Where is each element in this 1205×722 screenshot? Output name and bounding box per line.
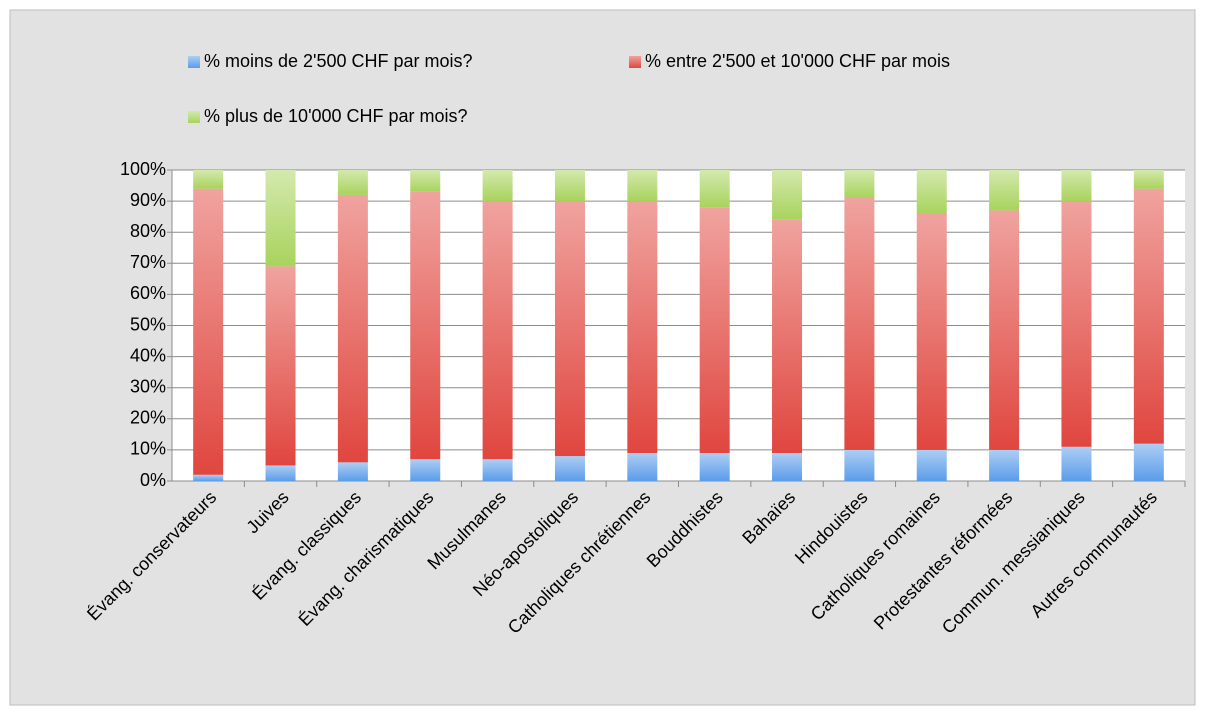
y-tick-label: 0%: [140, 470, 166, 490]
legend-label: % moins de 2'500 CHF par mois?: [204, 51, 473, 71]
bar-segment: [989, 170, 1020, 211]
y-tick-label: 50%: [130, 314, 166, 334]
y-tick-label: 90%: [130, 190, 166, 210]
y-tick-label: 30%: [130, 376, 166, 396]
bar-segment: [1061, 201, 1092, 447]
legend-swatch: [629, 56, 641, 68]
bar-segment: [1133, 443, 1164, 481]
bar-segment: [772, 219, 803, 454]
bar-segment: [989, 449, 1020, 481]
bar-segment: [1061, 446, 1092, 481]
bar-segment: [265, 170, 296, 267]
bar-segment: [410, 459, 441, 481]
y-tick-label: 40%: [130, 345, 166, 365]
bar-segment: [844, 170, 875, 198]
bar-segment: [627, 453, 658, 481]
bar-segment: [916, 213, 947, 450]
bar-segment: [699, 170, 730, 208]
bar-segment: [699, 207, 730, 454]
bar-segment: [410, 191, 441, 460]
bar-segment: [844, 197, 875, 450]
bar-segment: [1133, 170, 1164, 189]
y-tick-label: 10%: [130, 439, 166, 459]
bar-segment: [410, 170, 441, 192]
bar-segment: [772, 453, 803, 481]
bar-segment: [554, 170, 585, 202]
bar-segment: [989, 210, 1020, 450]
legend-swatch: [188, 111, 200, 123]
bar-segment: [193, 170, 224, 189]
bar-segment: [699, 453, 730, 481]
y-tick-label: 70%: [130, 252, 166, 272]
bar-segment: [193, 188, 224, 475]
legend-label: % plus de 10'000 CHF par mois?: [204, 106, 468, 126]
bar-segment: [337, 462, 368, 481]
bar-segment: [193, 474, 224, 481]
bar-segment: [265, 266, 296, 466]
bar-segment: [844, 449, 875, 481]
bar-segment: [554, 201, 585, 457]
bar-segment: [627, 201, 658, 454]
bar-segment: [482, 201, 513, 460]
bar-segment: [554, 456, 585, 481]
bar-segment: [772, 170, 803, 220]
bar-segment: [482, 459, 513, 481]
legend-swatch: [188, 56, 200, 68]
legend-label: % entre 2'500 et 10'000 CHF par mois: [645, 51, 950, 71]
bar-segment: [916, 449, 947, 481]
bar-segment: [482, 170, 513, 202]
bar-segment: [337, 170, 368, 195]
bar-segment: [337, 194, 368, 463]
bar-segment: [265, 465, 296, 481]
bar-segment: [916, 170, 947, 214]
y-tick-label: 20%: [130, 408, 166, 428]
y-tick-label: 80%: [130, 221, 166, 241]
y-tick-label: 60%: [130, 283, 166, 303]
y-tick-label: 100%: [120, 159, 166, 179]
bar-segment: [1133, 188, 1164, 444]
bar-segment: [627, 170, 658, 202]
bar-segment: [1061, 170, 1092, 202]
